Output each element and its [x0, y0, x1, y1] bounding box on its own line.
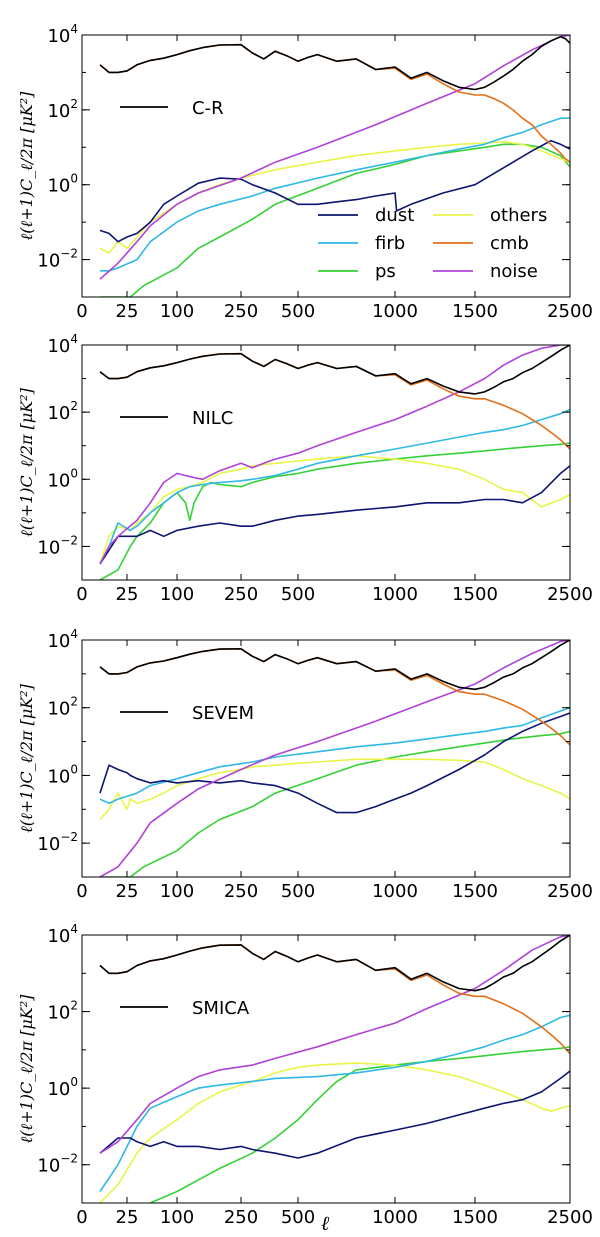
x-tick-label: 100	[160, 881, 194, 902]
series-others-line	[99, 758, 570, 821]
x-tick-label: 250	[224, 301, 258, 322]
y-tick-label: 104	[47, 22, 78, 47]
y-tick-label: 104	[47, 332, 78, 357]
series-others-line	[99, 141, 570, 254]
legend-label-dust: dust	[375, 205, 414, 226]
panel-label: C-R	[192, 98, 224, 119]
x-tick-label: 25	[116, 301, 139, 322]
panel-nilc: 0 25 100 250 500 1000 1500 2500 104 102 100 10−2ℓ(ℓ…	[17, 332, 593, 605]
legend-label-cmb: cmb	[490, 233, 529, 254]
x-tick-label: 1500	[452, 584, 498, 605]
legend-label-others: others	[490, 205, 547, 226]
x-tick-label: 1500	[452, 301, 498, 322]
x-tick-label: 25	[116, 1207, 139, 1228]
y-tick-label: 10−2	[37, 1152, 78, 1177]
series-dust-line	[99, 712, 570, 814]
y-axis-label: ℓ(ℓ+1)C_ℓ/2π [μK²]	[17, 387, 36, 536]
x-tick-label: 100	[160, 584, 194, 605]
series-ps-line	[100, 730, 570, 877]
y-tick-label: 10−2	[37, 247, 78, 272]
series-total-line	[99, 935, 570, 992]
x-tick-label: 25	[116, 584, 139, 605]
x-tick-label: 500	[281, 301, 315, 322]
axes-frame	[81, 934, 571, 1204]
legend: dust others firb cmb ps noise	[318, 205, 547, 282]
x-tick-label: 500	[281, 1207, 315, 1228]
x-tick-label: 500	[281, 584, 315, 605]
series-dust-line	[99, 465, 570, 565]
x-tick-label: 1000	[372, 301, 418, 322]
x-tick-label: 0	[76, 881, 87, 902]
x-tick-label: 0	[76, 1207, 87, 1228]
x-tick-label: 1000	[372, 1207, 418, 1228]
x-tick-label: 0	[76, 584, 87, 605]
y-tick-label: 102	[47, 695, 78, 720]
panel-label: NILC	[192, 408, 233, 429]
panel-smica: 0 25 100 250 500 1000 1500 2500 104 102 100 10−2ℓ(ℓ…	[17, 922, 593, 1228]
x-tick-label: 2500	[547, 881, 593, 902]
y-tick-label: 100	[47, 466, 78, 491]
y-axis-label: ℓ(ℓ+1)C_ℓ/2π [μK²]	[17, 683, 36, 832]
x-tick-label: 1500	[452, 881, 498, 902]
x-axis-label: ℓ	[321, 1211, 330, 1235]
y-axis-label: ℓ(ℓ+1)C_ℓ/2π [μK²]	[17, 994, 36, 1143]
series-dust-line	[99, 139, 570, 243]
series-dust-line	[99, 1070, 570, 1159]
x-tick-label: 2500	[547, 301, 593, 322]
series-others-line	[99, 1062, 570, 1203]
panel-label: SMICA	[192, 998, 250, 1019]
y-tick-label: 104	[47, 627, 78, 652]
x-tick-label: 250	[224, 1207, 258, 1228]
series-others-line	[99, 454, 570, 565]
x-tick-label: 1000	[372, 881, 418, 902]
x-tick-label: 0	[76, 301, 87, 322]
x-tick-label: 250	[224, 881, 258, 902]
series-total-line	[99, 35, 570, 91]
x-tick-label: 2500	[547, 1207, 593, 1228]
series-ps-line	[149, 1046, 570, 1203]
x-tick-label: 2500	[547, 584, 593, 605]
series-firb-line	[100, 117, 570, 272]
x-tick-label: 100	[160, 301, 194, 322]
y-tick-label: 100	[47, 762, 78, 787]
y-tick-label: 10−2	[37, 533, 78, 558]
y-tick-label: 100	[47, 172, 78, 197]
legend-label-noise: noise	[490, 261, 538, 282]
axes-frame	[81, 344, 571, 581]
x-tick-label: 250	[224, 584, 258, 605]
series-firb-line	[99, 1014, 570, 1192]
series-ps-line	[99, 442, 570, 580]
y-tick-label: 102	[47, 999, 78, 1024]
panel-c-r: 0 25 100 250 500 1000 1500 2500 104 102 100 10−2ℓ(ℓ…	[17, 22, 593, 322]
axes-frame	[81, 34, 571, 298]
legend-label-firb: firb	[375, 233, 405, 254]
x-tick-label: 25	[116, 881, 139, 902]
series-total-line	[99, 640, 570, 691]
panel-label: SEVEM	[192, 703, 254, 724]
panel-sevem: 0 25 100 250 500 1000 1500 2500 104 102 100 10−2ℓ(ℓ…	[17, 627, 593, 902]
x-tick-label: 100	[160, 1207, 194, 1228]
y-axis-label: ℓ(ℓ+1)C_ℓ/2π [μK²]	[17, 91, 36, 240]
series-noise-line	[99, 345, 570, 565]
y-tick-label: 102	[47, 97, 78, 122]
x-tick-label: 1000	[372, 584, 418, 605]
axes-frame	[81, 639, 571, 878]
y-tick-label: 100	[47, 1075, 78, 1100]
series-firb-line	[99, 706, 570, 805]
series-noise-line	[99, 935, 570, 1154]
y-tick-label: 10−2	[37, 830, 78, 855]
x-tick-label: 500	[281, 881, 315, 902]
x-tick-label: 1500	[452, 1207, 498, 1228]
y-tick-label: 104	[47, 922, 78, 947]
series-total-line	[99, 345, 570, 395]
series-firb-line	[99, 408, 570, 565]
series-noise-line	[99, 35, 570, 280]
y-tick-label: 102	[47, 399, 78, 424]
series-noise-line	[99, 640, 570, 877]
legend-label-ps: ps	[375, 261, 396, 282]
